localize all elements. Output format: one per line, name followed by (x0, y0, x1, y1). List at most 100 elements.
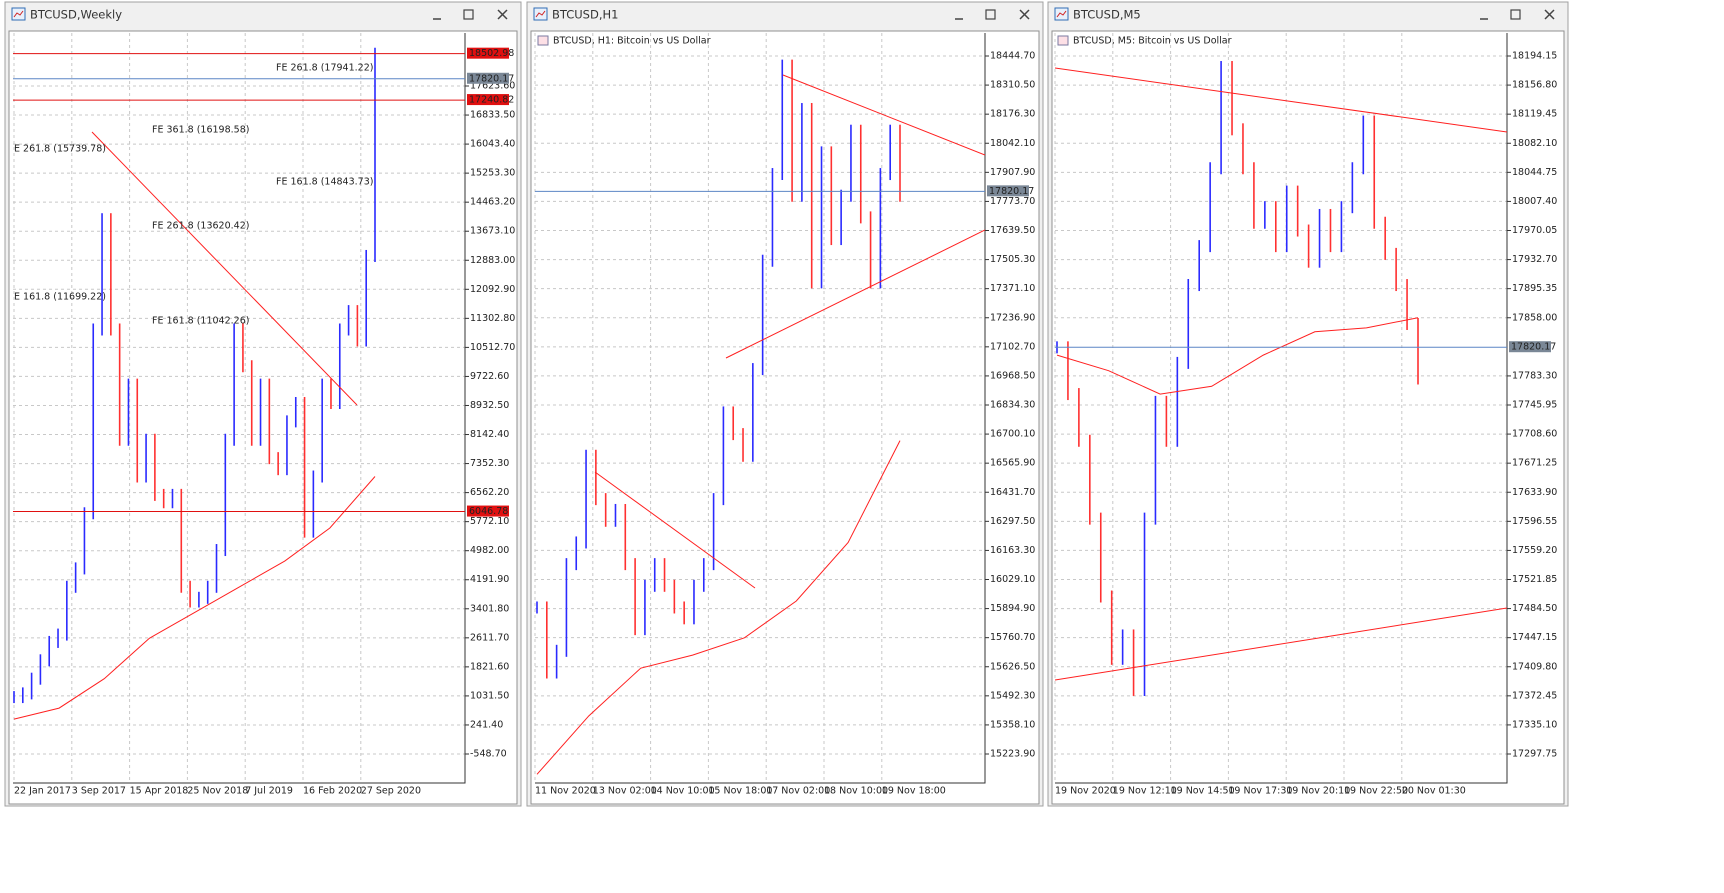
close-button[interactable] (1544, 9, 1555, 20)
y-tick-label: 12092.90 (470, 284, 515, 295)
price-label: 6046.78 (469, 506, 508, 517)
y-tick-label: 17371.10 (990, 283, 1035, 294)
x-tick-label: 3 Sep 2017 (72, 786, 126, 797)
y-tick-label: 17970.05 (1512, 225, 1557, 236)
window-title: BTCUSD,H1 (552, 8, 618, 22)
y-tick-label: 17907.90 (990, 167, 1035, 178)
moving-average (536, 440, 901, 775)
x-tick-label: 18 Nov 10:00 (824, 786, 888, 797)
y-tick-label: 18119.45 (1512, 109, 1557, 120)
x-tick-label: 19 Nov 2020 (1055, 786, 1116, 797)
symbol-label: BTCUSD, H1: Bitcoin vs US Dollar (553, 36, 711, 47)
y-tick-label: -548.70 (470, 749, 507, 760)
moving-average (13, 476, 376, 720)
fibo-annotation: FE 161.8 (11042.26) (152, 316, 249, 327)
y-tick-label: 17409.80 (1512, 661, 1557, 672)
y-tick-label: 17895.35 (1512, 283, 1557, 294)
fibo-annotation: FE 161.8 (14843.73) (276, 177, 373, 188)
y-tick-label: 241.40 (470, 719, 503, 730)
fibo-annotation: FE 261.8 (13620.42) (152, 221, 249, 232)
x-tick-label: 20 Nov 01:30 (1402, 786, 1466, 797)
y-tick-label: 1821.60 (470, 661, 509, 672)
x-tick-label: 11 Nov 2020 (535, 786, 596, 797)
window-icon-line (535, 10, 546, 18)
y-tick-label: 16163.30 (990, 545, 1035, 556)
y-tick-label: 17639.50 (990, 225, 1035, 236)
price-label: 17820.17 (1511, 342, 1556, 353)
y-tick-label: 14463.20 (470, 197, 515, 208)
y-tick-label: 15223.90 (990, 749, 1035, 760)
y-tick-label: 15760.70 (990, 632, 1035, 643)
y-tick-label: 17335.10 (1512, 719, 1557, 730)
x-tick-label: 7 Jul 2019 (245, 786, 293, 797)
y-tick-label: 5772.10 (470, 516, 509, 527)
moving-average (1056, 317, 1419, 395)
y-tick-label: 16431.70 (990, 487, 1035, 498)
y-tick-label: 17745.95 (1512, 400, 1557, 411)
y-tick-label: 17372.45 (1512, 690, 1557, 701)
fibo-annotation: FE 361.8 (16198.58) (152, 125, 249, 136)
maximize-button[interactable] (463, 9, 474, 20)
y-tick-label: 18310.50 (990, 80, 1035, 91)
y-tick-label: 17932.70 (1512, 254, 1557, 265)
close-button[interactable] (497, 9, 508, 20)
close-button[interactable] (1019, 9, 1030, 20)
price-label-box (467, 94, 509, 106)
y-tick-label: 17773.70 (990, 196, 1035, 207)
x-tick-label: 19 Nov 12:10 (1113, 786, 1177, 797)
y-tick-label: 6562.20 (470, 487, 509, 498)
price-label: 17820.17 (469, 73, 514, 84)
maximize-button[interactable] (1510, 9, 1521, 20)
y-tick-label: 17297.75 (1512, 749, 1557, 760)
price-label-box (987, 185, 1029, 197)
window-icon-line (1056, 10, 1067, 18)
window-title: BTCUSD,Weekly (30, 8, 122, 22)
price-label-box (467, 505, 509, 517)
y-tick-label: 18156.80 (1512, 80, 1557, 91)
y-tick-label: 15626.50 (990, 661, 1035, 672)
plot-border (13, 33, 466, 784)
y-tick-label: 16700.10 (990, 429, 1035, 440)
y-tick-label: 4982.00 (470, 545, 509, 556)
y-tick-label: 17505.30 (990, 254, 1035, 265)
y-tick-label: 18044.75 (1512, 167, 1557, 178)
y-tick-label: 17596.55 (1512, 516, 1557, 527)
symbol-icon (537, 35, 549, 46)
price-label: 17820.17 (989, 186, 1034, 197)
trend-line (782, 74, 985, 156)
y-tick-label: 17559.20 (1512, 545, 1557, 556)
y-tick-label: 15253.30 (470, 168, 515, 179)
y-tick-label: 18042.10 (990, 138, 1035, 149)
trend-line (91, 131, 358, 406)
price-label: 18502.98 (469, 48, 514, 59)
y-tick-label: 17783.30 (1512, 370, 1557, 381)
y-tick-label: 7352.30 (470, 458, 509, 469)
y-tick-label: 16833.50 (470, 110, 515, 121)
price-label: 17240.82 (469, 95, 514, 106)
fibo-annotation: FE 261.8 (17941.22) (276, 63, 373, 74)
maximize-button[interactable] (985, 9, 996, 20)
x-tick-label: 27 Sep 2020 (361, 786, 421, 797)
chart-window: BTCUSD,M5 18194.15 18156.80 18119.45 18082.1… (1047, 1, 1569, 807)
y-tick-label: 2611.70 (470, 632, 509, 643)
y-tick-label: 17671.25 (1512, 458, 1557, 469)
x-tick-label: 19 Nov 22:50 (1344, 786, 1408, 797)
x-tick-label: 17 Nov 02:00 (766, 786, 830, 797)
x-tick-label: 19 Nov 14:50 (1171, 786, 1235, 797)
trend-line (1055, 67, 1507, 133)
x-tick-label: 25 Nov 2018 (187, 786, 248, 797)
y-tick-label: 17858.00 (1512, 312, 1557, 323)
x-tick-label: 16 Feb 2020 (303, 786, 362, 797)
y-tick-label: 4191.90 (470, 574, 509, 585)
trend-line (594, 471, 756, 589)
y-tick-label: 17102.70 (990, 341, 1035, 352)
x-tick-label: 15 Nov 18:00 (708, 786, 772, 797)
trend-line (725, 229, 985, 359)
y-tick-label: 18444.70 (990, 51, 1035, 62)
x-tick-label: 22 Jan 2017 (14, 786, 71, 797)
chart-area (1051, 30, 1565, 805)
y-tick-label: 17708.60 (1512, 429, 1557, 440)
y-tick-label: 16565.90 (990, 458, 1035, 469)
trend-line (1055, 607, 1507, 681)
